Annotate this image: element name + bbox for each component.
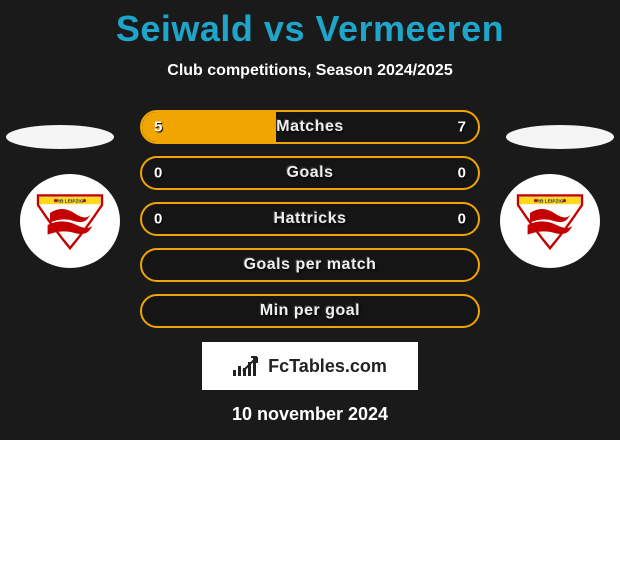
snapshot-date: 10 november 2024 [0, 404, 620, 425]
stat-value-right: 7 [458, 119, 466, 136]
stat-bar: 0 0 Goals [140, 156, 480, 190]
svg-text:RB LEIPZIG: RB LEIPZIG [57, 199, 84, 205]
comparison-card: Seiwald vs Vermeeren Club competitions, … [0, 0, 620, 440]
stat-value-right: 0 [458, 211, 466, 228]
stat-bar: Goals per match [140, 248, 480, 282]
stat-bar: 5 7 Matches [140, 110, 480, 144]
player-shadow-right [506, 125, 614, 149]
stats-list: 5 7 Matches 0 0 Goals 0 0 Hattricks Goals per mat… [140, 110, 480, 328]
arrow-up-icon [240, 352, 262, 374]
club-logo-left: RB LEIPZIG [20, 174, 120, 268]
stat-label: Matches [276, 118, 344, 136]
stat-value-left: 0 [154, 211, 162, 228]
stat-bar: Min per goal [140, 294, 480, 328]
stat-bar: 0 0 Hattricks [140, 202, 480, 236]
page-title: Seiwald vs Vermeeren [0, 0, 620, 50]
stat-label: Goals per match [244, 256, 377, 274]
rb-leipzig-icon: RB LEIPZIG [510, 189, 590, 253]
club-logo-right: RB LEIPZIG [500, 174, 600, 268]
branding-card: FcTables.com [202, 342, 418, 390]
stat-label: Hattricks [274, 210, 347, 228]
stat-value-left: 0 [154, 165, 162, 182]
stat-value-left: 5 [154, 119, 162, 136]
stat-value-right: 0 [458, 165, 466, 182]
player-shadow-left [6, 125, 114, 149]
stat-label: Goals [287, 164, 334, 182]
stat-label: Min per goal [260, 302, 360, 320]
svg-text:RB LEIPZIG: RB LEIPZIG [537, 199, 564, 205]
season-subtitle: Club competitions, Season 2024/2025 [0, 62, 620, 80]
branding-text: FcTables.com [268, 356, 387, 377]
rb-leipzig-icon: RB LEIPZIG [30, 189, 110, 253]
